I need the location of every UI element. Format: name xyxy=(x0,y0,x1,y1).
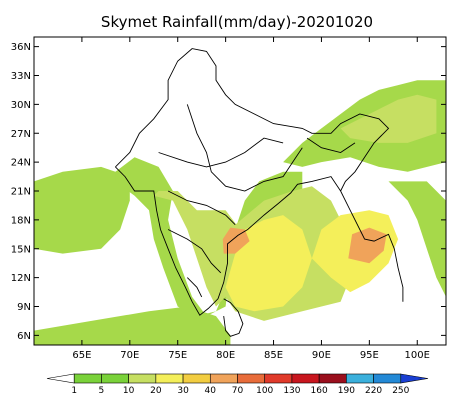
state-line-3 xyxy=(167,190,236,226)
rain-area-myanmar xyxy=(388,181,446,297)
x-tick-label: 65E xyxy=(72,350,91,361)
y-tick-label: 9N xyxy=(17,302,31,313)
colorbar-label: 1 xyxy=(71,386,77,396)
colorbar: 1 5 10 20 30 40 70 100 130 160 190 220 250 xyxy=(46,373,429,396)
y-tick-label: 30N xyxy=(11,100,31,111)
colorbar-swatch xyxy=(73,373,102,384)
y-tick-label: 15N xyxy=(11,244,31,255)
colorbar-label: 220 xyxy=(365,386,382,396)
x-tick-label: 100E xyxy=(405,350,430,361)
rain-area-andhra-core xyxy=(222,227,250,254)
colorbar-label: 130 xyxy=(283,386,300,396)
y-tick-label: 12N xyxy=(11,273,31,284)
x-tick-label: 95E xyxy=(360,350,379,361)
x-tick-label: 70E xyxy=(120,350,139,361)
colorbar-swatch xyxy=(237,373,266,384)
colorbar-swatch xyxy=(373,373,402,384)
colorbar-swatch xyxy=(128,373,157,384)
colorbar-swatch xyxy=(182,373,211,384)
chart-title: Skymet Rainfall(mm/day)-20201020 xyxy=(101,13,373,31)
rain-area-arabian-sea-south xyxy=(34,306,231,345)
state-line-5 xyxy=(186,277,203,298)
y-tick-label: 6N xyxy=(17,331,31,342)
state-line-4 xyxy=(167,229,222,274)
y-tick-label: 36N xyxy=(11,42,31,53)
india-coastline xyxy=(115,166,341,316)
y-tick-label: 24N xyxy=(11,158,31,169)
y-tick-label: 21N xyxy=(11,187,31,198)
colorbar-label: 160 xyxy=(311,386,328,396)
colorbar-label: 5 xyxy=(99,386,105,396)
colorbar-swatch xyxy=(291,373,320,384)
state-line-2 xyxy=(186,104,265,192)
colorbar-label: 20 xyxy=(150,386,162,396)
colorbar-swatch xyxy=(264,373,293,384)
colorbar-label: 40 xyxy=(205,386,217,396)
plot-area xyxy=(34,37,446,345)
rain-area-northeast-core xyxy=(340,94,437,143)
colorbar-label: 70 xyxy=(232,386,244,396)
x-tick-label: 80E xyxy=(216,350,235,361)
sri-lanka-coast xyxy=(223,298,244,337)
colorbar-label: 190 xyxy=(338,386,355,396)
state-line-7 xyxy=(306,137,356,153)
y-tick-label: 27N xyxy=(11,129,31,140)
colorbar-swatch xyxy=(346,373,374,384)
colorbar-label: 30 xyxy=(177,386,189,396)
colorbar-label: 250 xyxy=(392,386,409,396)
colorbar-label: 100 xyxy=(256,386,273,396)
rain-area-arabian-sea-nw xyxy=(34,166,130,254)
colorbar-swatch xyxy=(101,373,129,384)
colorbar-swatch xyxy=(400,373,429,384)
x-tick-label: 75E xyxy=(168,350,187,361)
y-tick-label: 18N xyxy=(11,215,31,226)
state-line-6 xyxy=(263,147,303,182)
myanmar-coast xyxy=(340,190,404,302)
axes: 65E 70E 75E 80E 85E 90E 95E 100E 36N 33N 30N 27N 24N… xyxy=(11,36,447,361)
colorbar-swatch xyxy=(155,373,184,384)
colorbar-swatch xyxy=(46,373,75,384)
x-tick-label: 85E xyxy=(264,350,283,361)
colorbar-swatch xyxy=(318,373,347,384)
x-tick-label: 90E xyxy=(312,350,331,361)
rain-area-andaman-core xyxy=(348,227,387,264)
colorbar-swatch xyxy=(209,373,238,384)
state-line-1 xyxy=(158,137,284,168)
y-tick-label: 33N xyxy=(11,71,31,82)
colorbar-label: 10 xyxy=(123,386,135,396)
india-northern-border xyxy=(115,48,390,192)
